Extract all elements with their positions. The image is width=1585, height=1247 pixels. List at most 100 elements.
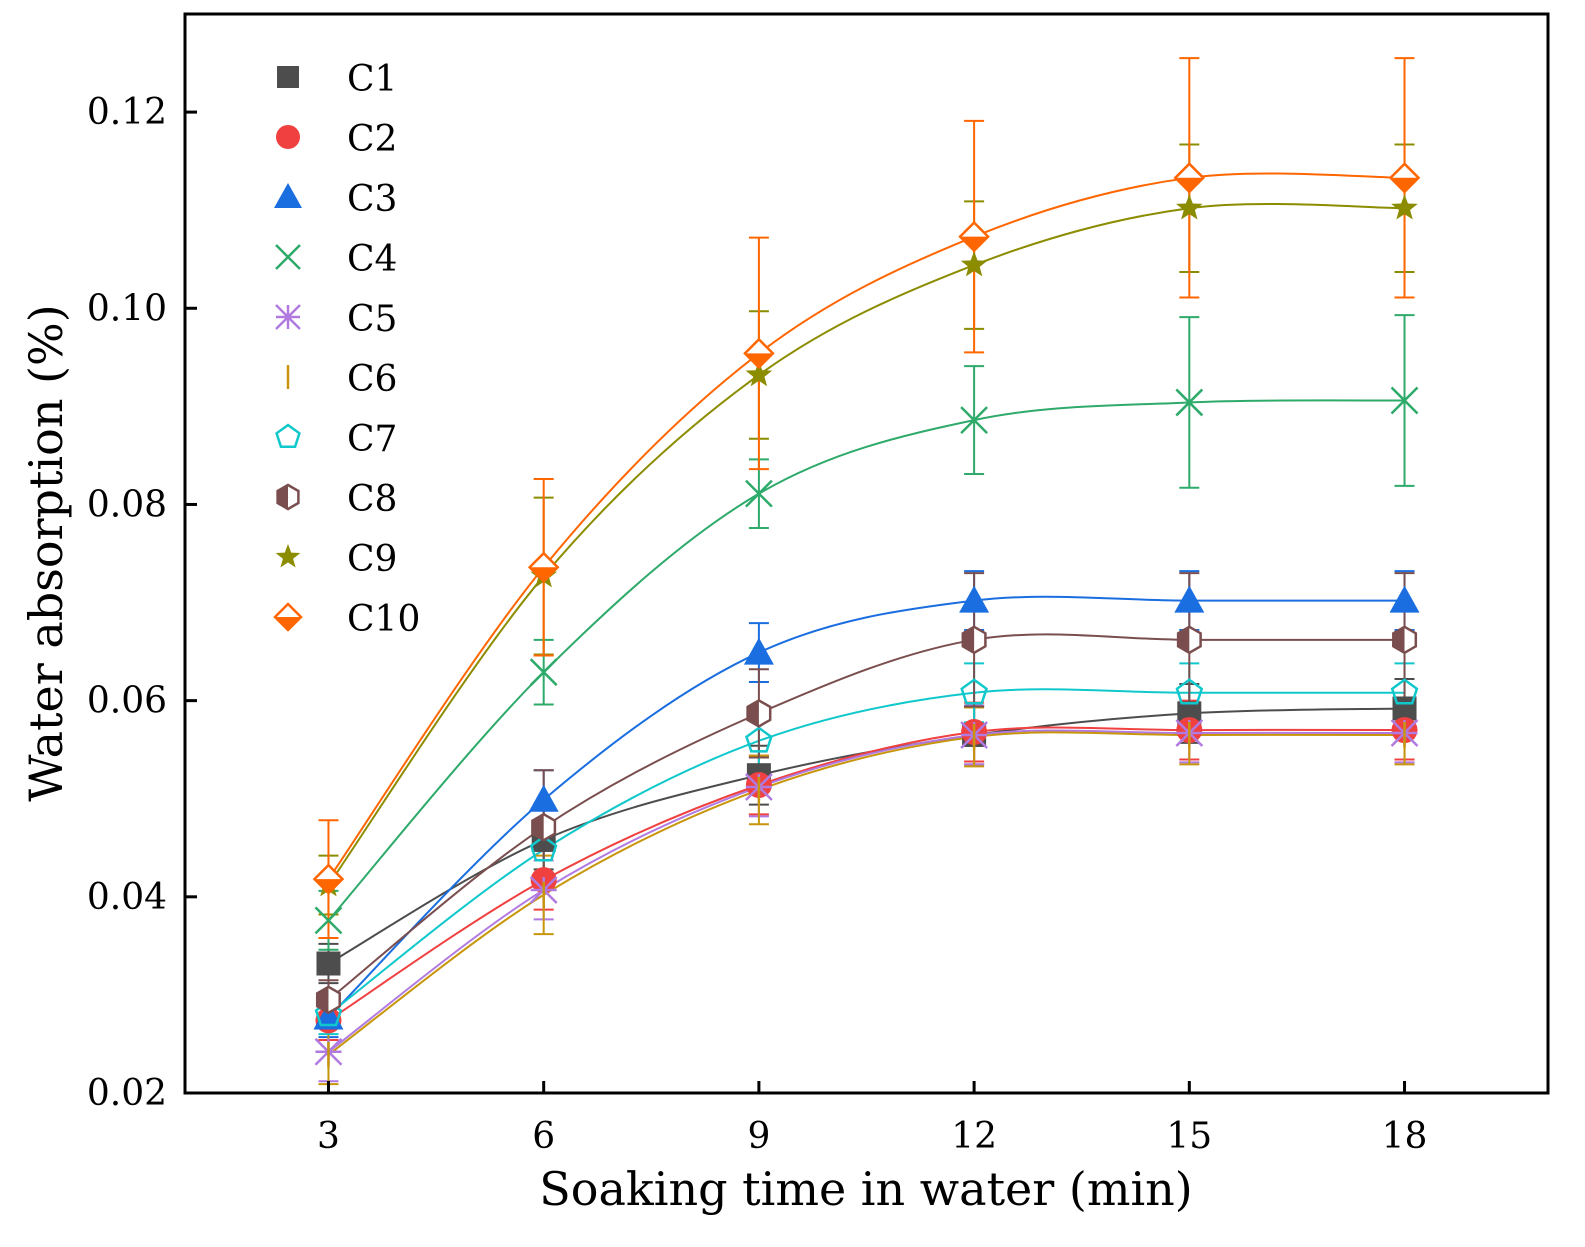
diamond-half: [1390, 177, 1419, 192]
diamond-half: [960, 236, 989, 251]
marker-star: [1391, 194, 1418, 220]
legend-label-c10: C10: [347, 599, 420, 640]
marker-square: [316, 951, 341, 976]
marker-star: [960, 251, 988, 277]
marker-triangle: [528, 784, 559, 812]
marker-diamond: [1388, 162, 1421, 194]
star-mark: [275, 544, 301, 568]
marker-hexagon: [746, 698, 772, 728]
plot-frame: [183, 12, 1550, 1095]
marker-hexagon: [1176, 625, 1202, 655]
fit-curve-c10: [327, 172, 1405, 880]
legend-label-c9: C9: [347, 539, 397, 580]
marker-triangle: [1389, 585, 1420, 613]
y-tick-label: 0.12: [87, 92, 167, 133]
pentagon-mark: [1175, 678, 1204, 705]
x-tick-label: 9: [747, 1116, 770, 1157]
fit-curve-c6: [327, 731, 1405, 1056]
triangle-mark: [1389, 585, 1420, 613]
triangle-mark: [528, 784, 559, 812]
circle-mark: [276, 125, 300, 149]
marker-x: [314, 906, 343, 935]
legend-label-c6: C6: [347, 359, 397, 400]
legend-label-c3: C3: [347, 179, 397, 220]
x-mark: [529, 658, 558, 687]
legend-label-c2: C2: [347, 119, 397, 160]
star-mark: [1176, 194, 1203, 220]
y-tick-label: 0.04: [87, 877, 167, 918]
marker-pentagon: [529, 835, 558, 862]
hexagon-half: [532, 814, 544, 841]
marker-pentagon: [314, 999, 343, 1027]
fit-curves: [327, 172, 1405, 1056]
fit-curve-c2: [327, 726, 1405, 1022]
diamond-half: [744, 353, 773, 368]
legend-label-c5: C5: [347, 299, 397, 340]
x-tick-label: 12: [951, 1116, 997, 1157]
triangle-mark: [743, 637, 774, 665]
fit-curve-c9: [327, 203, 1405, 886]
marker-x: [745, 479, 773, 508]
marker-x: [529, 658, 558, 687]
x-axis-label: Soaking time in water (min): [539, 1162, 1193, 1216]
marker-circle: [276, 125, 300, 149]
fit-curve-c4: [327, 399, 1405, 922]
hexagon-half: [747, 700, 759, 727]
marker-hexagon: [531, 812, 557, 842]
pentagon-mark: [1390, 678, 1419, 705]
marker-diamond: [958, 220, 990, 253]
diamond-half: [529, 567, 558, 582]
marker-diamond: [743, 337, 775, 370]
marker-pentagon: [960, 678, 988, 705]
hexagon-half: [1178, 626, 1190, 653]
triangle-mark: [959, 585, 990, 613]
x-mark: [275, 244, 301, 270]
marker-square: [277, 66, 299, 88]
fit-curve-c5: [327, 729, 1405, 1053]
marker-diamond: [312, 863, 345, 895]
x-tick-label: 15: [1166, 1116, 1212, 1157]
marker-diamond: [273, 602, 303, 632]
marker-pentagon: [275, 423, 301, 448]
marker-x: [1390, 386, 1419, 415]
pentagon-mark: [960, 678, 988, 705]
marker-pentagon: [1390, 678, 1419, 705]
diamond-half: [314, 879, 343, 894]
legend-label-c1: C1: [347, 59, 397, 100]
star-mark: [745, 361, 773, 387]
square-mark: [277, 66, 299, 88]
data-markers: [312, 162, 1421, 1068]
marker-x: [275, 244, 301, 270]
fit-curve-c1: [327, 707, 1405, 965]
x-tick-label: 6: [532, 1116, 555, 1157]
marker-triangle: [743, 637, 774, 665]
marker-hexagon: [1392, 625, 1418, 655]
pentagon-mark: [275, 423, 301, 448]
marker-star: [1176, 194, 1203, 220]
pentagon-mark: [314, 999, 343, 1027]
square-mark: [316, 951, 341, 976]
star-mark: [1391, 194, 1418, 220]
hexagon-half: [277, 485, 288, 509]
legend-label-c7: C7: [347, 419, 397, 460]
x-mark: [960, 406, 988, 434]
y-tick-label: 0.08: [87, 484, 167, 525]
diamond-half: [1175, 177, 1204, 192]
marker-diamond: [527, 551, 560, 584]
legend-label-c4: C4: [347, 239, 397, 280]
marker-diamond: [1173, 162, 1206, 194]
hexagon-half: [1393, 626, 1405, 653]
x-tick-label: 18: [1382, 1116, 1428, 1157]
marker-hexagon: [961, 625, 987, 655]
marker-triangle: [959, 585, 990, 613]
hexagon-half: [962, 626, 975, 653]
y-tick-label: 0.10: [87, 288, 167, 329]
marker-hexagon: [276, 483, 300, 511]
fit-curve-c3: [327, 595, 1405, 1019]
legend-label-c8: C8: [347, 479, 397, 520]
y-tick-label: 0.06: [87, 681, 167, 722]
pentagon-mark: [745, 726, 773, 753]
marker-x: [1175, 388, 1204, 417]
marker-star: [745, 361, 773, 387]
